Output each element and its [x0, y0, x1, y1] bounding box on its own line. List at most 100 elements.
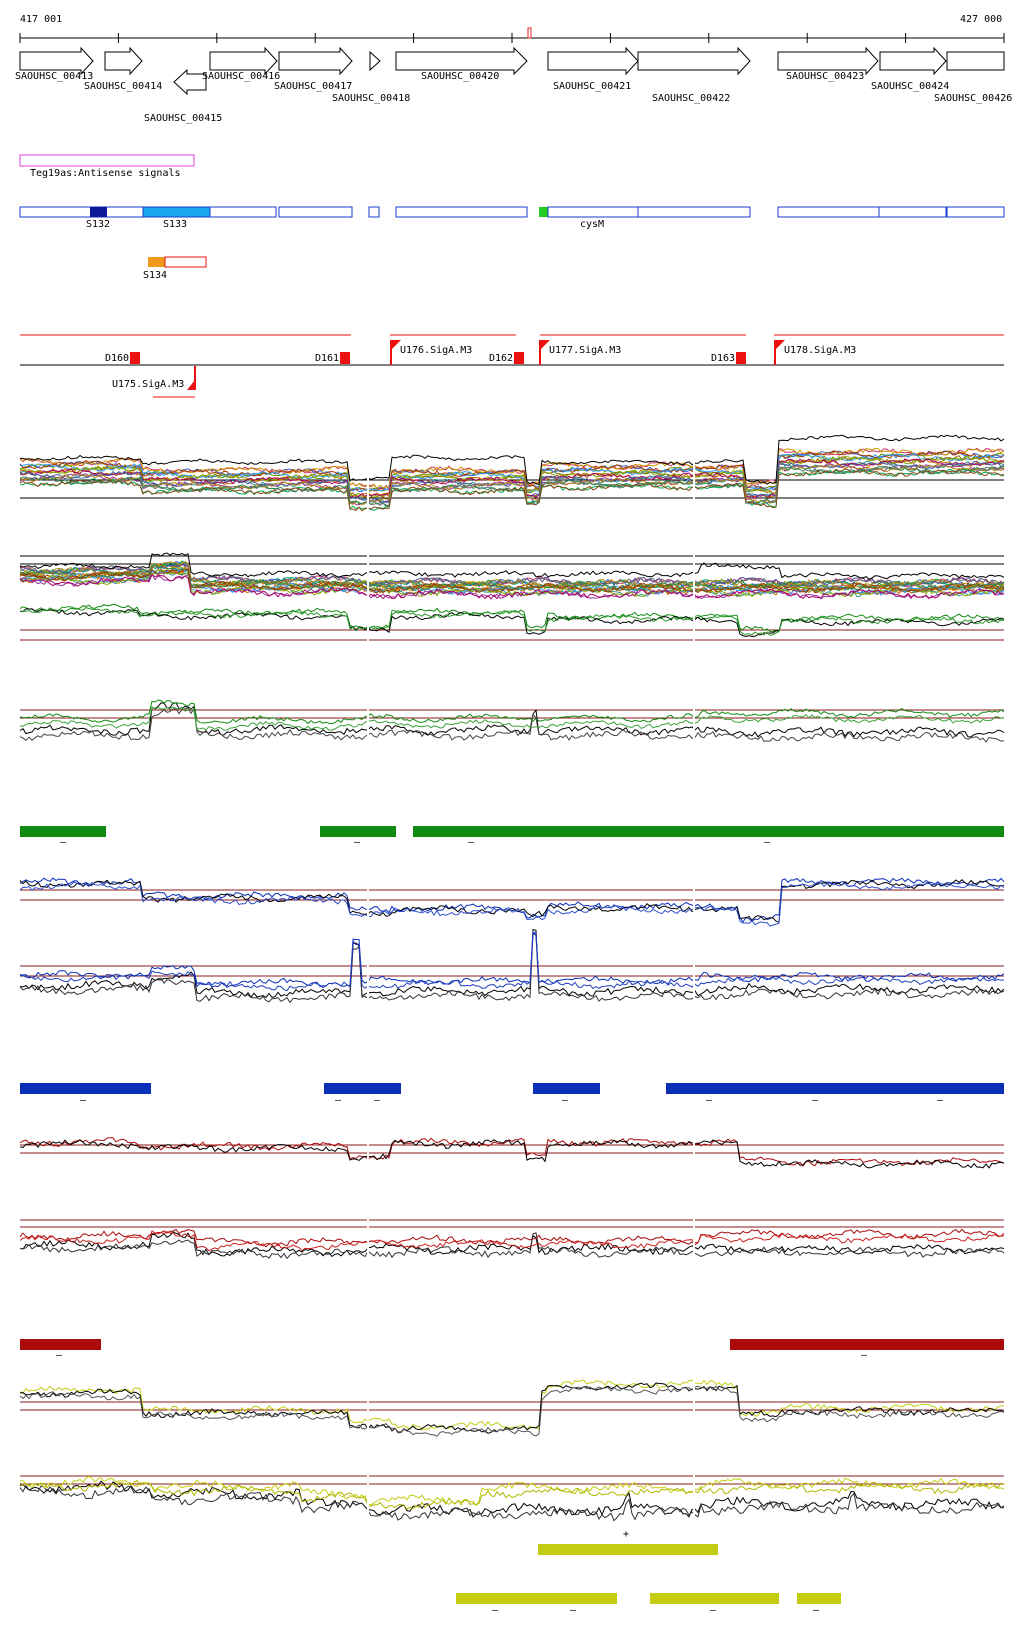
gene-arrow[interactable] — [173, 68, 207, 96]
strand-mark: – — [812, 1095, 819, 1106]
profile-line — [19, 1379, 1005, 1431]
gene-arrow[interactable] — [637, 46, 751, 76]
segment-box[interactable] — [19, 206, 144, 218]
profile-line — [19, 453, 1005, 493]
segment-box[interactable] — [209, 206, 277, 218]
gene-label: SAOUHSC_00426 — [934, 93, 1012, 104]
coord-end: 427 000 — [960, 14, 1002, 25]
profile-line — [19, 603, 1005, 633]
antisense-box[interactable] — [19, 154, 195, 167]
segment-track: S132 S133 cysM S134 — [19, 206, 1005, 281]
strand-mark: – — [710, 1605, 717, 1616]
gene-label: SAOUHSC_00417 — [274, 81, 352, 92]
red-condition-bars: – – — [20, 1339, 1004, 1361]
segment-s132[interactable] — [90, 207, 107, 217]
condition-bar[interactable] — [797, 1593, 841, 1604]
antisense-label: Teg19as:Antisense signals — [30, 168, 181, 179]
condition-bar[interactable] — [320, 826, 396, 837]
upshift-flag[interactable] — [774, 340, 785, 365]
blue-condition-bars: – – – – – – – — [20, 1083, 1004, 1106]
gene-arrow[interactable] — [777, 46, 879, 76]
upshift-flag[interactable] — [187, 366, 196, 390]
segment-box[interactable] — [278, 206, 353, 218]
condition-bar[interactable] — [456, 1593, 617, 1604]
condition-bar[interactable] — [20, 826, 106, 837]
profile-line — [19, 463, 1005, 506]
condition-bar[interactable] — [20, 1083, 151, 1094]
segment-s134[interactable] — [148, 257, 165, 267]
downshift-label: D162 — [489, 353, 513, 364]
gene-label: SAOUHSC_00415 — [144, 113, 222, 124]
condition-bar[interactable] — [533, 1083, 600, 1094]
condition-bar[interactable] — [650, 1593, 779, 1604]
segment-box[interactable] — [547, 206, 639, 218]
strand-mark: – — [570, 1605, 577, 1616]
gene-arrow[interactable] — [879, 46, 947, 76]
gene-arrow[interactable] — [547, 46, 639, 76]
segment-box[interactable] — [164, 256, 207, 268]
strand-mark: – — [861, 1350, 868, 1361]
profile-line — [19, 1231, 1005, 1258]
upshift-flag[interactable] — [390, 340, 401, 365]
segment-cysm-marker[interactable] — [539, 207, 548, 217]
profile-line — [19, 706, 1005, 731]
condition-bar[interactable] — [538, 1544, 718, 1555]
segment-box[interactable] — [946, 206, 1005, 218]
segment-box[interactable] — [368, 206, 380, 218]
strand-mark: – — [335, 1095, 342, 1106]
profile-line — [19, 1139, 1005, 1169]
upshift-flag[interactable] — [539, 340, 550, 365]
segment-box[interactable] — [878, 206, 947, 218]
gene-arrow[interactable] — [369, 50, 381, 72]
strand-mark: – — [354, 837, 361, 848]
segment-box[interactable] — [395, 206, 528, 218]
downshift-marker[interactable] — [514, 352, 524, 364]
gene-arrow[interactable] — [19, 46, 94, 76]
downshift-marker[interactable] — [340, 352, 350, 364]
profile-line — [19, 608, 1005, 638]
profile-line — [19, 1385, 1005, 1437]
strand-mark: – — [492, 1605, 499, 1616]
profile-line — [19, 932, 1005, 1004]
gene-arrow[interactable] — [104, 46, 143, 76]
profile-line — [19, 455, 1005, 499]
profile-line — [19, 450, 1005, 493]
gene-arrow[interactable] — [209, 46, 278, 76]
condition-bar[interactable] — [324, 1083, 401, 1094]
upshift-label: U177.SigA.M3 — [549, 345, 621, 356]
gene-label: SAOUHSC_00413 — [15, 71, 93, 82]
profile-line — [19, 561, 1005, 590]
condition-bar[interactable] — [730, 1339, 1004, 1350]
expression-profiles — [19, 434, 1005, 1530]
condition-bar[interactable] — [20, 1339, 101, 1350]
coordinate-ruler: 417 001 427 000 — [19, 14, 1005, 43]
strand-mark: – — [937, 1095, 944, 1106]
downshift-marker[interactable] — [736, 352, 746, 364]
profile-line — [19, 434, 1005, 485]
segment-box[interactable] — [637, 206, 751, 218]
ruler-ticks — [19, 33, 1005, 43]
gene-label: SAOUHSC_00420 — [421, 71, 499, 82]
strand-mark: – — [764, 837, 771, 848]
antisense-track: Teg19as:Antisense signals — [19, 154, 195, 179]
gene-label: SAOUHSC_00418 — [332, 93, 410, 104]
strand-mark: – — [60, 837, 67, 848]
gene-arrow[interactable] — [395, 46, 528, 76]
segment-s133[interactable] — [142, 206, 211, 218]
gene-label: SAOUHSC_00421 — [553, 81, 631, 92]
condition-bar[interactable] — [666, 1083, 1004, 1094]
strand-mark: – — [562, 1095, 569, 1106]
strand-mark: – — [374, 1095, 381, 1106]
profile-line — [19, 552, 1005, 580]
profile-line — [19, 562, 1005, 592]
gene-arrow[interactable] — [278, 46, 353, 76]
gene-arrow[interactable] — [946, 51, 1005, 71]
profile-line — [19, 1475, 1005, 1507]
downshift-marker[interactable] — [130, 352, 140, 364]
segment-box[interactable] — [777, 206, 880, 218]
strand-mark: + — [623, 1529, 629, 1540]
profile-line — [19, 463, 1005, 506]
upshift-label: U178.SigA.M3 — [784, 345, 856, 356]
condition-bar[interactable] — [413, 826, 1004, 837]
